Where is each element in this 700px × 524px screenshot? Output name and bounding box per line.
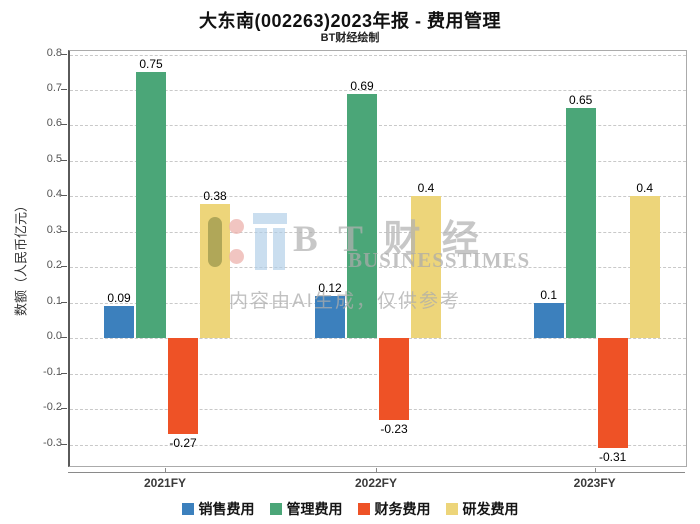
gridline	[70, 54, 686, 56]
gridline	[70, 444, 686, 446]
bar-2022FY-销售费用[interactable]	[315, 295, 345, 339]
y-tick-mark	[61, 408, 67, 410]
bar-2021FY-销售费用[interactable]	[104, 306, 135, 339]
gridline	[70, 373, 686, 375]
legend-label: 管理费用	[286, 501, 343, 517]
x-tick-mark	[594, 468, 596, 472]
legend-swatch-icon	[181, 503, 194, 515]
x-axis-line	[68, 472, 685, 473]
gridline	[70, 125, 686, 127]
bar-value-label: 0.1	[540, 287, 558, 302]
plot-area: 0.09 0.75 -0.27 0.38 0.12 0.69 -0.23 0.4 0.1 0.65…	[68, 50, 687, 467]
y-tick-label: 0.7	[46, 82, 62, 95]
chart-legend: 销售费用 管理费用 财务费用 研发费用	[0, 498, 700, 520]
x-tick-label-2023FY: 2023FY	[573, 476, 616, 490]
bar-2022FY-管理费用[interactable]	[347, 93, 377, 339]
x-tick-mark	[376, 468, 377, 472]
y-tick-label: -0.1	[43, 365, 62, 378]
bar-value-label: 0.4	[636, 181, 654, 196]
gridline	[70, 90, 686, 92]
y-tick-mark	[61, 337, 67, 339]
gridline	[70, 338, 686, 340]
y-tick-label: 0.2	[46, 259, 62, 272]
bar-value-label: 0.38	[203, 188, 227, 203]
bar-2023FY-销售费用[interactable]	[533, 302, 564, 339]
bar-2022FY-财务费用[interactable]	[379, 338, 409, 420]
y-tick-label: 0.3	[46, 223, 62, 236]
y-tick-label: 0.6	[46, 117, 62, 130]
y-tick-mark	[61, 124, 67, 126]
page-title: 大东南(002263)2023年报 - 费用管理	[198, 11, 502, 31]
bar-2023FY-管理费用[interactable]	[565, 107, 596, 339]
gridline	[70, 267, 686, 269]
x-tick-label-2022FY: 2022FY	[354, 476, 398, 490]
y-tick-label: -0.2	[43, 401, 62, 414]
bar-value-label: 0.75	[139, 57, 163, 72]
x-tick-mark	[165, 468, 167, 472]
y-tick-mark	[61, 159, 67, 161]
legend-swatch-icon	[445, 503, 458, 515]
bar-2021FY-管理费用[interactable]	[136, 72, 167, 339]
y-tick-mark	[61, 89, 67, 91]
bar-2023FY-研发费用[interactable]	[629, 196, 660, 339]
legend-item-财务费用[interactable]: 财务费用	[357, 499, 431, 519]
bar-value-label: -0.23	[380, 421, 408, 436]
y-tick-label: 0.4	[46, 188, 62, 201]
y-tick-mark	[61, 443, 67, 445]
bar-value-label: 0.12	[318, 280, 342, 295]
legend-label: 财务费用	[374, 501, 431, 517]
legend-item-销售费用[interactable]: 销售费用	[181, 499, 255, 519]
legend-item-研发费用[interactable]: 研发费用	[445, 499, 519, 519]
legend-swatch-icon	[357, 503, 370, 515]
bar-2021FY-研发费用[interactable]	[200, 203, 231, 339]
gridline	[70, 231, 686, 233]
gridline	[70, 302, 686, 304]
legend-item-管理费用[interactable]: 管理费用	[269, 499, 343, 519]
bar-value-label: 0.09	[107, 291, 131, 306]
bar-value-label: 0.65	[568, 92, 593, 107]
bar-value-label: 0.69	[350, 78, 374, 93]
y-tick-mark	[61, 53, 67, 55]
y-tick-mark	[61, 266, 67, 268]
bar-2022FY-研发费用[interactable]	[411, 196, 441, 339]
legend-label: 销售费用	[198, 501, 255, 517]
y-tick-label: 0.8	[46, 46, 62, 59]
x-tick-label-2021FY: 2021FY	[144, 476, 187, 490]
y-tick-label: 0.5	[46, 152, 62, 165]
legend-label: 研发费用	[462, 501, 519, 517]
y-tick-mark	[61, 301, 67, 303]
y-tick-mark	[61, 230, 67, 232]
gridline	[70, 196, 686, 198]
y-tick-label: 0.0	[46, 330, 62, 343]
gridline	[70, 409, 686, 411]
bar-value-label: -0.27	[169, 436, 197, 451]
y-tick-mark	[61, 372, 67, 374]
legend-swatch-icon	[269, 503, 282, 515]
bar-2023FY-财务费用[interactable]	[597, 338, 628, 449]
bar-value-label: 0.4	[417, 181, 435, 196]
chart-subtitle: BT财经绘制	[320, 32, 380, 44]
y-tick-mark	[61, 195, 67, 197]
bar-value-label: -0.31	[598, 450, 627, 465]
bar-2021FY-财务费用[interactable]	[168, 338, 199, 435]
y-tick-label: 0.1	[46, 294, 62, 307]
y-axis-label: 数额（人民币亿元）	[13, 199, 29, 317]
gridline	[70, 160, 686, 162]
y-tick-label: -0.3	[43, 436, 62, 449]
